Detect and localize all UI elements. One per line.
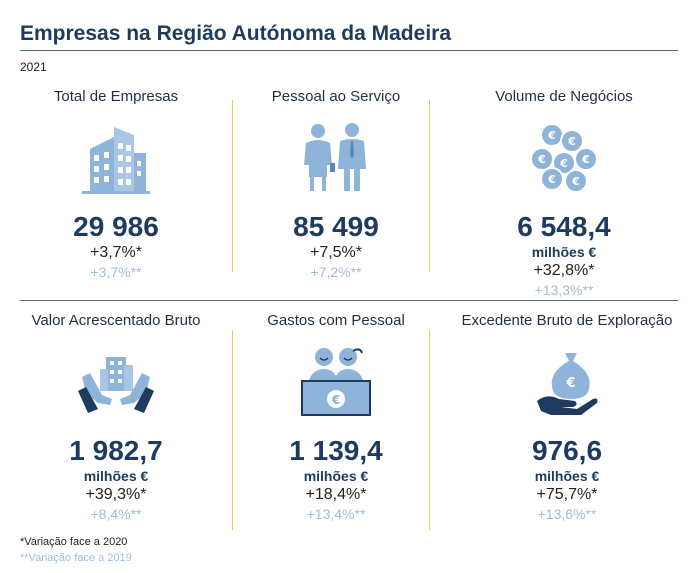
card-unit: milhões € bbox=[534, 468, 600, 484]
variation-2019: +8,4%** bbox=[90, 506, 142, 522]
card-value: 85 499 bbox=[293, 211, 379, 242]
card-label: Total de Empresas bbox=[53, 88, 179, 105]
card-value: 1 139,4 bbox=[289, 435, 383, 466]
variation-2020: +3,7%* bbox=[89, 244, 143, 261]
hands-building-icon bbox=[6, 341, 226, 421]
card-unit: milhões € bbox=[303, 468, 369, 484]
card-value: 6 548,4 bbox=[517, 211, 611, 242]
svg-text:€: € bbox=[331, 393, 340, 407]
card-valor-acrescentado-bruto: Valor Acrescentado Bruto 1 982,7 milhões… bbox=[6, 312, 226, 523]
staff-desk-euro-icon: € bbox=[226, 341, 446, 421]
variation-2019: +3,7%** bbox=[90, 264, 142, 280]
svg-text:€: € bbox=[567, 135, 576, 148]
title-divider bbox=[20, 50, 678, 51]
svg-text:€: € bbox=[571, 175, 580, 188]
euro-coins-icon: € € € € € € € bbox=[454, 117, 674, 197]
card-volume-negocios: Volume de Negócios € € € € € € € 6 548,4 mil… bbox=[454, 88, 674, 299]
column-separator bbox=[429, 100, 430, 272]
svg-text:€: € bbox=[581, 153, 590, 166]
card-label: Volume de Negócios bbox=[495, 88, 633, 105]
column-separator bbox=[232, 100, 233, 272]
svg-text:€: € bbox=[547, 129, 556, 142]
card-value: 976,6 bbox=[531, 435, 603, 466]
card-excedente-bruto: Excedente Bruto de Exploração € 976,6 mi… bbox=[454, 312, 680, 523]
variation-2020: +75,7%* bbox=[536, 486, 598, 503]
hand-money-bag-icon: € bbox=[454, 341, 680, 421]
card-label: Valor Acrescentado Bruto bbox=[31, 312, 201, 329]
svg-text:€: € bbox=[537, 153, 546, 166]
variation-2020: +39,3%* bbox=[85, 486, 147, 503]
card-label: Excedente Bruto de Exploração bbox=[461, 312, 673, 329]
workers-icon bbox=[226, 117, 446, 197]
variation-2019: +13,6%** bbox=[537, 506, 597, 522]
page-title: Empresas na Região Autónoma da Madeira bbox=[20, 22, 452, 45]
card-pessoal-servico: Pessoal ao Serviço 85 499 +7,5%* +7,2%** bbox=[226, 88, 446, 281]
svg-text:€: € bbox=[565, 376, 575, 391]
card-gastos-pessoal: Gastos com Pessoal € 1 139,4 milhões € +… bbox=[226, 312, 446, 523]
footnote-2020: *Variação face a 2020 bbox=[20, 536, 128, 548]
variation-2019: +13,4%** bbox=[306, 506, 366, 522]
variation-2020: +18,4%* bbox=[305, 486, 367, 503]
svg-text:€: € bbox=[547, 173, 556, 186]
variation-2019: +13,3%** bbox=[534, 282, 594, 298]
footnote-2019: **Variação face a 2019 bbox=[20, 552, 132, 564]
column-separator bbox=[429, 330, 430, 530]
card-value: 29 986 bbox=[73, 211, 159, 242]
card-unit: milhões € bbox=[531, 244, 597, 260]
card-total-empresas: Total de Empresas 29 986 +3,7%* +3,7%** bbox=[6, 88, 226, 281]
card-value: 1 982,7 bbox=[69, 435, 163, 466]
variation-2020: +7,5%* bbox=[309, 244, 363, 261]
card-label: Gastos com Pessoal bbox=[267, 312, 405, 329]
year-label: 2021 bbox=[20, 60, 47, 74]
svg-text:€: € bbox=[559, 157, 568, 170]
variation-2020: +32,8%* bbox=[533, 262, 595, 279]
office-building-icon bbox=[6, 117, 226, 197]
column-separator bbox=[232, 330, 233, 530]
variation-2019: +7,2%** bbox=[310, 264, 362, 280]
card-unit: milhões € bbox=[83, 468, 149, 484]
card-label: Pessoal ao Serviço bbox=[271, 88, 401, 105]
row-divider bbox=[20, 300, 678, 301]
